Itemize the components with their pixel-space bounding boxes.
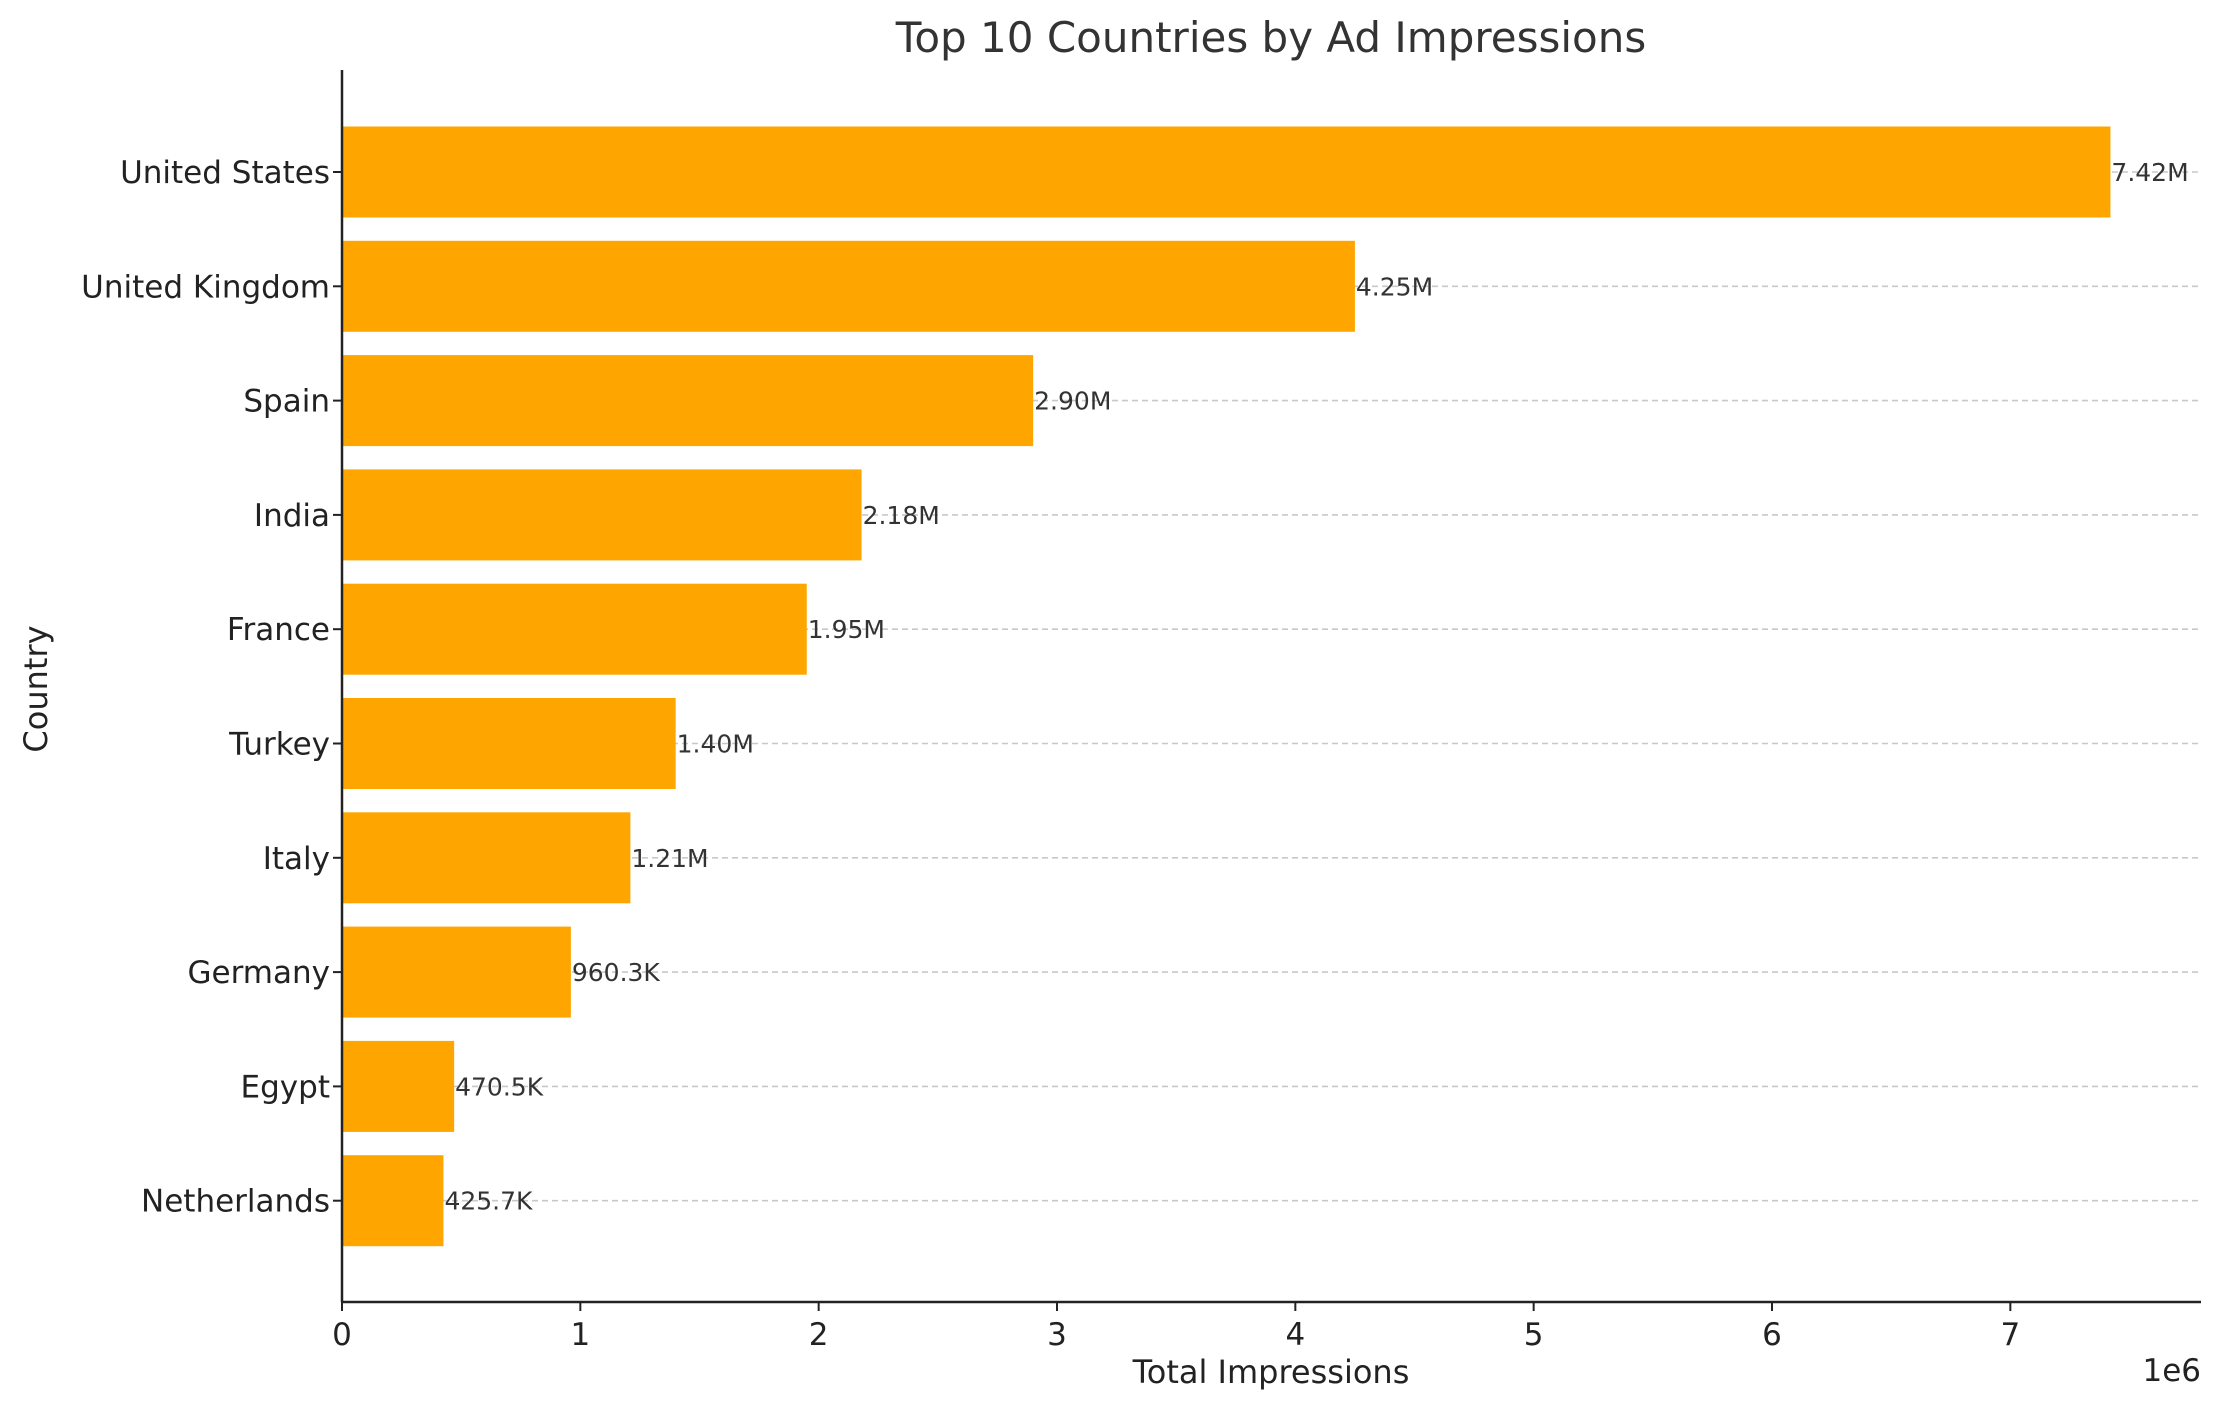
x-axis-offset-label: 1e6 (2142, 1353, 2201, 1389)
category-label: Egypt (241, 1069, 330, 1105)
data-label: 2.18M (863, 501, 940, 530)
x-tick-label: 3 (1047, 1317, 1067, 1353)
x-ticks: 0 1 2 3 4 5 6 7 (332, 1302, 2020, 1353)
category-labels: United States United Kingdom Spain India Fra… (81, 155, 342, 1220)
bar (342, 583, 807, 675)
category-label: Germany (188, 955, 330, 991)
data-label: 425.7K (444, 1187, 533, 1216)
category-label: India (254, 498, 330, 534)
bar (342, 240, 1355, 332)
x-tick-label: 5 (1524, 1317, 1544, 1353)
chart-title: Top 10 Countries by Ad Impressions (895, 13, 1646, 62)
category-label: United States (120, 155, 330, 191)
x-tick-label: 7 (2000, 1317, 2020, 1353)
bar (342, 698, 676, 789)
data-label: 1.95M (808, 615, 885, 644)
x-axis-label: Total Impressions (1132, 1353, 1410, 1391)
data-label: 2.90M (1034, 387, 1111, 416)
bar (342, 355, 1034, 447)
x-tick-label: 2 (809, 1317, 829, 1353)
data-labels: 7.42M 4.25M 2.90M 2.18M 1.95M 1.40M 1.21M 960.3… (444, 158, 2188, 1216)
bar (342, 1155, 444, 1247)
category-label: France (227, 612, 330, 648)
x-tick-label: 0 (332, 1317, 352, 1353)
data-label: 4.25M (1356, 272, 1433, 301)
data-label: 1.40M (677, 730, 754, 759)
bar (342, 469, 862, 561)
data-label: 470.5K (455, 1072, 544, 1101)
category-label: Turkey (228, 727, 330, 763)
category-label: Italy (263, 841, 330, 877)
data-label: 960.3K (572, 958, 661, 987)
bars (342, 126, 2111, 1247)
data-label: 7.42M (2111, 158, 2188, 187)
bar (342, 1040, 455, 1132)
bar (342, 126, 2111, 218)
x-tick-label: 1 (570, 1317, 590, 1353)
bar (342, 812, 631, 904)
x-tick-label: 4 (1285, 1317, 1305, 1353)
category-label: Spain (243, 384, 330, 420)
y-axis-label: Country (17, 625, 55, 752)
category-label: Netherlands (141, 1184, 330, 1220)
bar (342, 926, 571, 1018)
data-label: 1.21M (631, 844, 708, 873)
x-tick-label: 6 (1762, 1317, 1782, 1353)
category-label: United Kingdom (81, 269, 330, 305)
